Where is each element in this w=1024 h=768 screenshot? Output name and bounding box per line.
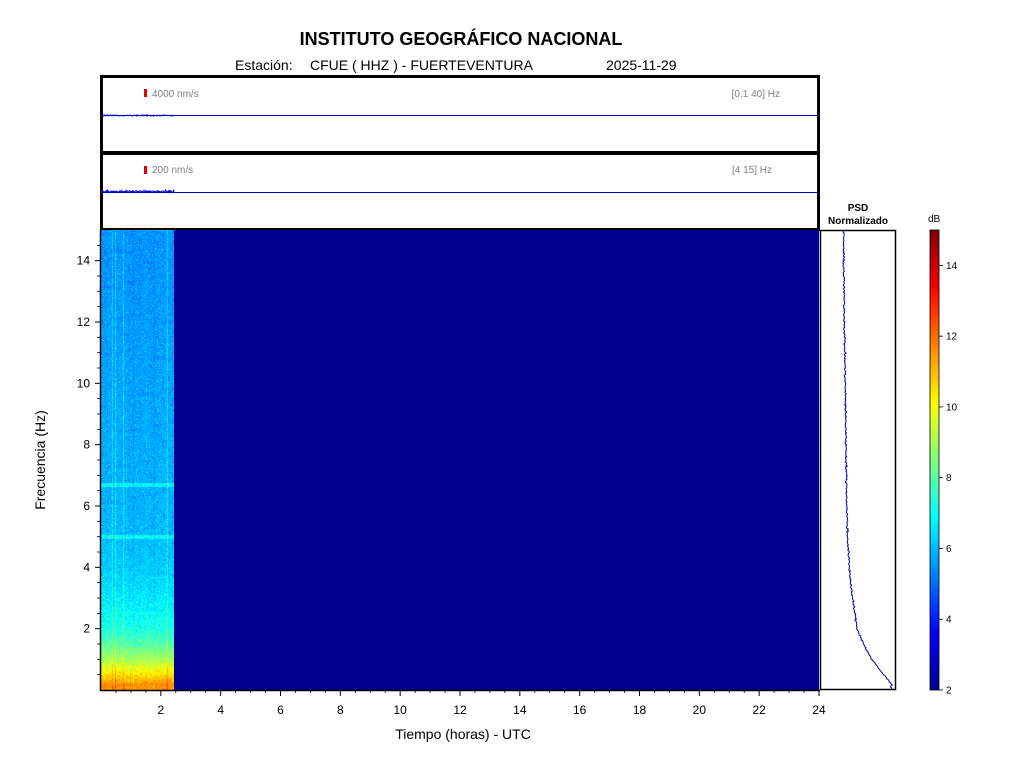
station-date: 2025-11-29 (606, 57, 677, 73)
colorbar-tick-label: 6 (946, 544, 952, 555)
colorbar-ticks: 2 4 6 8 10 12 14 (939, 261, 958, 697)
scale-bar-marker (144, 166, 147, 174)
colorbar-tick-label: 4 (946, 615, 952, 626)
x-tick-label: 14 (513, 703, 527, 717)
trace-panel-frame (100, 75, 820, 154)
colorbar-tick-label: 14 (946, 261, 958, 272)
station-name: CFUE ( HHZ ) - FUERTEVENTURA (310, 57, 534, 73)
y-axis-ticks: 2 4 6 8 10 12 14 (77, 244, 101, 676)
x-tick-label: 12 (453, 703, 467, 717)
x-tick-label: 18 (633, 703, 647, 717)
trace-signal (100, 113, 175, 118)
spectrogram-background (101, 230, 819, 690)
trace-panel-filtered: 200 nm/s [4 15] Hz (100, 152, 820, 231)
colorbar-unit: dB (928, 214, 941, 225)
x-tick-label: 20 (693, 703, 707, 717)
y-tick-label: 12 (77, 315, 91, 329)
x-tick-label: 6 (277, 703, 284, 717)
x-tick-label: 16 (573, 703, 587, 717)
x-tick-label: 8 (337, 703, 344, 717)
scale-bar-marker (144, 89, 147, 97)
y-tick-label: 2 (83, 622, 90, 636)
y-tick-label: 8 (83, 438, 90, 452)
psd-title: PSD (848, 203, 869, 214)
colorbar-gradient (929, 229, 940, 691)
trace-panel-frame (100, 152, 820, 231)
trace-signal (100, 188, 175, 195)
y-tick-label: 4 (83, 560, 90, 574)
colorbar-tick-label: 8 (946, 473, 952, 484)
x-tick-label: 24 (812, 703, 826, 717)
colorbar-tick-label: 2 (946, 686, 952, 697)
x-tick-label: 2 (157, 703, 164, 717)
trace-filter-label: [0.1 40] Hz (732, 89, 780, 100)
y-axis-label: Frecuencia (Hz) (32, 410, 48, 510)
trace-scale-label: 200 nm/s (152, 165, 193, 176)
psd-subtitle: Normalizado (828, 216, 888, 227)
x-axis-label: Tiempo (horas) - UTC (395, 726, 531, 742)
x-axis-ticks: 2 4 6 8 10 12 14 16 18 20 22 24 (115, 690, 826, 717)
psd-frame (819, 229, 897, 691)
psd-curve (842, 229, 894, 690)
psd-panel: PSD Normalizado (819, 203, 897, 691)
trace-filter-label: [4 15] Hz (732, 165, 772, 176)
y-tick-label: 10 (77, 376, 91, 390)
y-tick-label: 6 (83, 499, 90, 513)
y-tick-label: 14 (77, 254, 91, 268)
trace-panel-broadband: 4000 nm/s [0.1 40] Hz (100, 75, 820, 154)
colorbar: dB 2 4 6 8 10 12 14 (928, 214, 958, 697)
colorbar-tick-label: 10 (946, 402, 958, 413)
station-prefix: Estación: (235, 57, 293, 73)
x-tick-label: 22 (752, 703, 766, 717)
x-tick-label: 4 (217, 703, 224, 717)
spectrogram-data-image (101, 230, 174, 690)
trace-scale-label: 4000 nm/s (152, 89, 199, 100)
x-tick-label: 10 (393, 703, 407, 717)
page-title: INSTITUTO GEOGRÁFICO NACIONAL (300, 28, 623, 49)
colorbar-tick-label: 12 (946, 332, 958, 343)
